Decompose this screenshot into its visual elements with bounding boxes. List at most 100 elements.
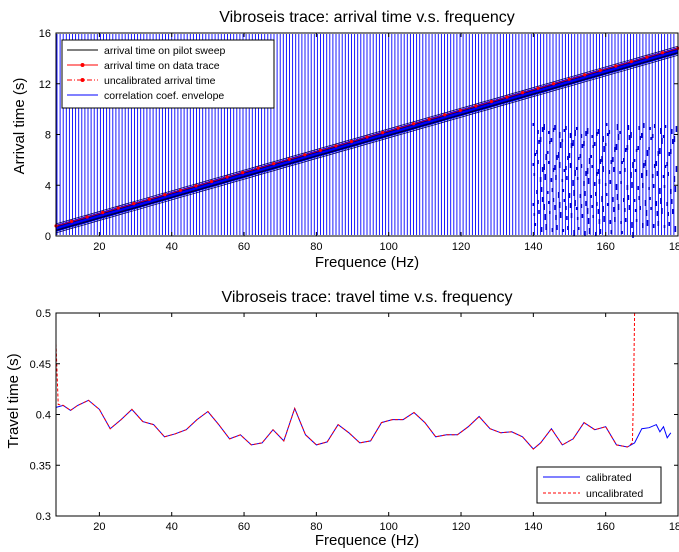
x-tick-label: 180 [669, 241, 679, 253]
data-trace-marker [396, 126, 400, 130]
chart2-legend: calibrated uncalibrated [536, 466, 662, 504]
x-tick-label: 20 [93, 521, 105, 533]
chart2-x-axis-label: Frequence (Hz) [315, 532, 419, 549]
arrival-band-line [55, 45, 679, 225]
legend-label-uncalibrated: uncalibrated [586, 488, 643, 500]
data-trace-marker [272, 162, 276, 166]
data-trace-marker [489, 99, 493, 104]
data-trace-marker [132, 202, 136, 206]
data-trace-marker [163, 193, 167, 197]
legend-label-envelope: correlation coef. envelope [104, 90, 224, 102]
data-trace-marker [287, 157, 291, 161]
data-trace-marker [614, 64, 618, 68]
data-trace-marker [209, 179, 214, 184]
x-tick-label: 40 [166, 521, 178, 533]
chart1-title: Vibroseis trace: arrival time v.s. frequ… [219, 9, 515, 26]
x-tick-label: 80 [310, 521, 322, 533]
x-tick-label: 120 [452, 521, 470, 533]
arrival-band-line [55, 54, 679, 234]
data-trace-marker [443, 113, 447, 117]
data-trace-marker [318, 148, 322, 152]
chart2-y-ticks: 0.3 0.35 0.4 0.45 0.5 [30, 308, 678, 523]
data-trace-marker [178, 188, 182, 192]
data-trace-marker [85, 215, 89, 219]
x-tick-label: 160 [596, 521, 614, 533]
y-tick-label: 12 [39, 79, 51, 91]
data-trace-marker [194, 184, 198, 188]
data-trace-marker [427, 117, 431, 121]
y-tick-label: 0.3 [36, 511, 51, 523]
data-trace-marker [241, 170, 245, 175]
data-trace-marker [147, 197, 151, 201]
x-tick-label: 160 [596, 241, 614, 253]
legend-label-data-trace: arrival time on data trace [104, 60, 220, 72]
data-trace-marker [660, 51, 665, 55]
legend-label-pilot-sweep: arrival time on pilot sweep [104, 45, 226, 57]
legend-entry-uncalibrated: uncalibrated [543, 488, 643, 500]
chart1-x-axis-label: Frequence (Hz) [315, 254, 419, 271]
data-trace-marker [349, 139, 354, 144]
y-tick-label: 0.5 [36, 308, 51, 320]
x-tick-label: 120 [452, 241, 470, 253]
x-tick-label: 100 [380, 521, 398, 533]
data-trace-marker [256, 166, 260, 170]
arrival-band-line [55, 50, 679, 229]
x-tick-label: 60 [238, 521, 250, 533]
x-tick-label: 100 [380, 241, 398, 253]
arrival-band-line [55, 51, 679, 231]
data-trace-marker [645, 55, 649, 59]
data-trace-marker [101, 210, 105, 215]
arrival-band-line [55, 53, 679, 232]
data-trace-marker [225, 175, 229, 179]
legend-label-calibrated: calibrated [586, 472, 632, 484]
data-trace-marker [567, 77, 571, 81]
y-tick-label: 0.45 [30, 359, 51, 371]
envelope-dense-blobs [532, 123, 678, 238]
y-tick-label: 4 [45, 180, 51, 192]
legend-marker-data-trace [80, 63, 85, 67]
y-tick-label: 0 [45, 231, 51, 243]
chart1-x-ticks: 20 40 60 80 100 120 140 160 180 [93, 33, 679, 253]
x-tick-label: 140 [524, 241, 542, 253]
data-trace-marker [380, 130, 385, 135]
legend-label-uncalibrated-arrival: uncalibrated arrival time [104, 75, 216, 87]
data-trace-marker [520, 91, 525, 95]
data-trace-marker [536, 86, 540, 90]
legend-entry-uncalibrated-arrival: uncalibrated arrival time [67, 75, 216, 87]
chart1-y-axis-label: Arrival time (s) [11, 78, 28, 175]
data-trace-marker [412, 122, 416, 126]
series-line-0 [55, 52, 679, 232]
data-trace-marker [629, 59, 633, 64]
legend-entry-data-trace: arrival time on data trace [67, 60, 220, 72]
x-tick-label: 180 [669, 521, 679, 533]
series-line-uncalibrated [55, 312, 636, 450]
legend-entry-pilot-sweep: arrival time on pilot sweep [67, 45, 226, 57]
data-trace-marker [334, 144, 338, 148]
chart2-legend-box [536, 466, 662, 504]
data-trace-marker [69, 219, 74, 224]
x-tick-label: 40 [166, 241, 178, 253]
chart2-y-axis-label: Travel time (s) [5, 353, 22, 448]
y-tick-label: 0.35 [30, 460, 51, 472]
chart2-title: Vibroseis trace: travel time v.s. freque… [221, 289, 512, 306]
data-trace-marker [552, 82, 556, 86]
data-trace-marker [474, 104, 478, 108]
legend-marker-uncalibrated-arrival [80, 78, 85, 82]
x-tick-label: 80 [310, 241, 322, 253]
data-trace-marker [598, 68, 602, 73]
y-tick-label: 8 [45, 130, 51, 142]
chart2-x-ticks: 20 40 60 80 100 120 140 160 180 [93, 313, 679, 533]
chart1-legend: arrival time on pilot sweep arrival time… [61, 39, 275, 109]
data-trace-marker [505, 95, 509, 99]
legend-entry-calibrated: calibrated [543, 472, 632, 484]
x-tick-label: 20 [93, 241, 105, 253]
x-tick-label: 140 [524, 521, 542, 533]
data-trace-marker [303, 153, 307, 157]
data-trace-marker [458, 108, 462, 112]
y-tick-label: 0.4 [36, 410, 51, 422]
chart1-legend-box [61, 39, 275, 109]
data-trace-marker [365, 135, 369, 139]
chart-travel-time: Vibroseis trace: travel time v.s. freque… [5, 289, 679, 549]
chart1-y-ticks: 0 4 8 12 16 [39, 28, 678, 243]
